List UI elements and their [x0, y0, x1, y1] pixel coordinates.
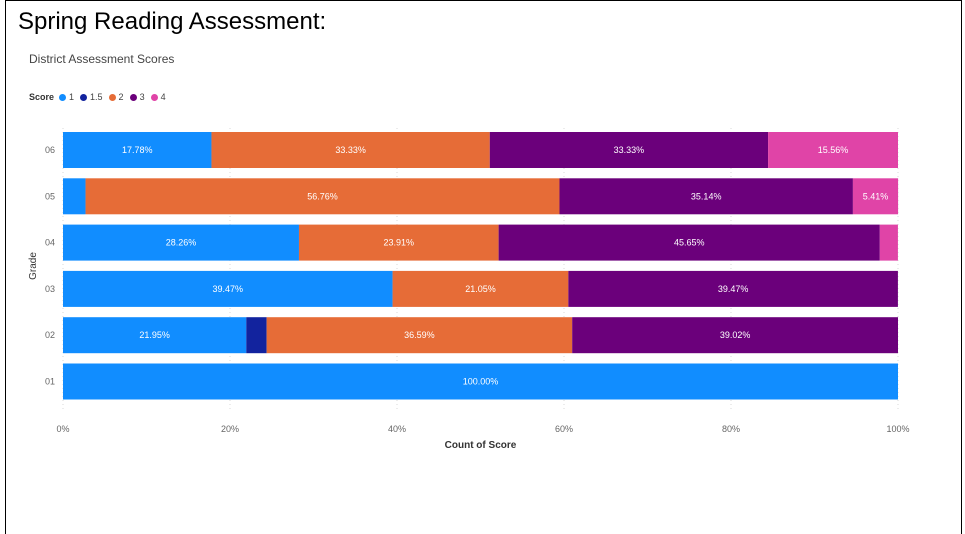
y-tick-label: 04 [45, 238, 55, 248]
legend-label: 1 [69, 92, 75, 102]
bar-segment [211, 132, 490, 168]
data-label: 21.95% [139, 330, 170, 340]
legend-item-2[interactable]: 2 [108, 92, 124, 102]
bar-segment [559, 178, 853, 215]
y-tick-label: 06 [45, 145, 55, 155]
bar-segment [568, 270, 898, 307]
bar-segment [266, 317, 573, 354]
legend-item-1-5[interactable]: 1.5 [80, 92, 103, 102]
bar-segment [498, 224, 880, 261]
data-label: 56.76% [307, 191, 338, 201]
x-tick-label: 100% [886, 424, 909, 434]
legend-dot-icon [150, 93, 158, 101]
bar-segment [298, 224, 499, 261]
bar-segment [63, 270, 393, 307]
legend-label: 1.5 [90, 92, 103, 102]
bar-segment [852, 178, 899, 215]
x-tick-label: 80% [722, 424, 740, 434]
data-label: 23.91% [384, 238, 415, 248]
data-label: 39.47% [213, 284, 244, 294]
data-label: 36.59% [404, 330, 435, 340]
bar-segment [572, 317, 898, 354]
legend-label: 2 [118, 92, 124, 102]
bar-segment [63, 224, 299, 261]
legend-item-1[interactable]: 1 [59, 92, 74, 102]
frame-right-border [961, 0, 962, 534]
legend-label: 4 [160, 92, 166, 102]
y-tick-label: 01 [45, 377, 55, 387]
legend-dot-icon [59, 93, 67, 101]
x-tick-label: 40% [388, 424, 406, 434]
y-axis-title: Grade [28, 252, 39, 280]
data-label: 33.33% [614, 145, 645, 155]
bar-segment [63, 178, 86, 215]
x-tick-label: 60% [555, 424, 573, 434]
bar-segment [63, 132, 212, 168]
data-label: 28.26% [166, 238, 197, 248]
x-tick-label: 0% [56, 424, 69, 434]
bar-segment [63, 363, 898, 400]
data-label: 35.14% [691, 191, 722, 201]
legend-item-3[interactable]: 3 [129, 92, 145, 102]
legend-label: 3 [139, 92, 145, 102]
data-label: 100.00% [463, 377, 499, 387]
data-label: 39.47% [718, 284, 749, 294]
x-tick-label: 20% [221, 424, 239, 434]
frame-top-border [5, 0, 962, 1]
bar-segment [392, 270, 569, 307]
data-label: 5.41% [863, 191, 889, 201]
y-tick-label: 02 [45, 330, 55, 340]
chart-title: District Assessment Scores [29, 52, 175, 66]
data-label: 39.02% [720, 330, 751, 340]
legend-dot-icon [129, 93, 137, 101]
legend-dot-icon [80, 93, 88, 101]
bar-segment [63, 317, 247, 354]
chart-legend: Score 1 1.5 2 3 4 [29, 92, 172, 102]
bar-segment [768, 132, 898, 168]
legend-title: Score [29, 92, 55, 102]
legend-dot-icon [108, 93, 116, 101]
data-label: 17.78% [122, 145, 153, 155]
y-tick-label: 03 [45, 284, 55, 294]
y-tick-label: 05 [45, 191, 55, 201]
page-title: Spring Reading Assessment: [18, 8, 327, 35]
data-label: 45.65% [674, 238, 705, 248]
bar-segment [85, 178, 560, 215]
x-axis-title: Count of Score [445, 440, 517, 451]
frame-left-border [5, 0, 6, 534]
data-label: 33.33% [335, 145, 366, 155]
bar-segment [489, 132, 769, 168]
bar-segment [246, 317, 267, 354]
data-label: 21.05% [465, 284, 496, 294]
legend-item-4[interactable]: 4 [150, 92, 166, 102]
data-label: 15.56% [818, 145, 849, 155]
bar-segment [879, 224, 898, 261]
